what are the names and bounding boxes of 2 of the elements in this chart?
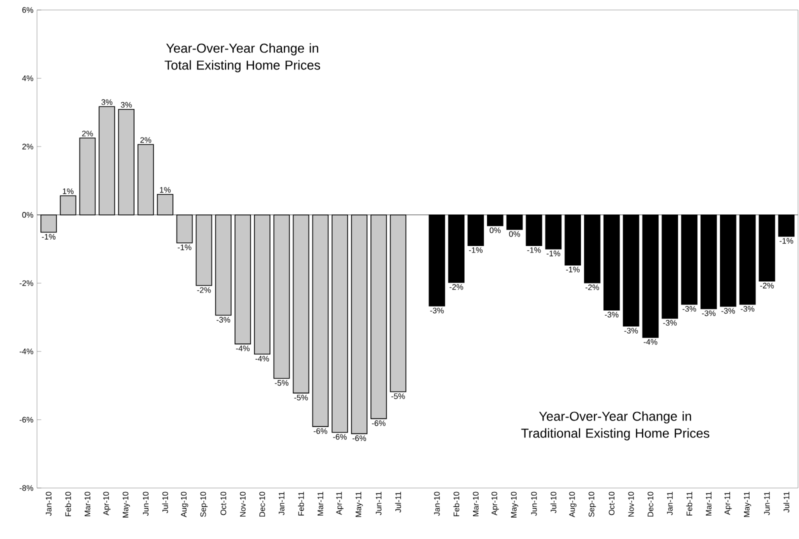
annotation: Year-Over-Year Change in Total Existing Home Prices — [164, 43, 320, 72]
annotation: Year-Over-Year Change in Traditional Existing Home Prices — [521, 411, 710, 440]
